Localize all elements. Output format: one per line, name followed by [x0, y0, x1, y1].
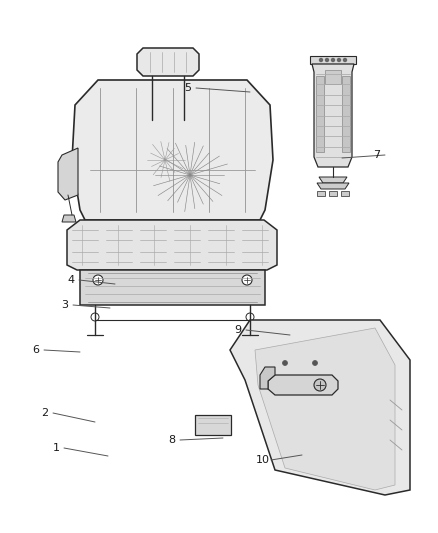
Text: 5: 5 — [184, 83, 191, 93]
Polygon shape — [255, 328, 395, 490]
Circle shape — [338, 59, 340, 61]
Bar — [80, 270, 265, 305]
Bar — [317, 191, 325, 196]
Polygon shape — [342, 76, 350, 152]
Polygon shape — [317, 183, 349, 189]
Text: 3: 3 — [61, 300, 68, 310]
Polygon shape — [62, 215, 76, 222]
Text: 9: 9 — [234, 325, 242, 335]
Bar — [329, 191, 337, 196]
Text: 2: 2 — [42, 408, 49, 418]
Polygon shape — [58, 148, 78, 200]
Polygon shape — [325, 70, 341, 84]
FancyBboxPatch shape — [195, 415, 231, 435]
Text: 6: 6 — [32, 345, 39, 355]
Text: 10: 10 — [256, 455, 270, 465]
Circle shape — [93, 275, 103, 285]
Text: 7: 7 — [374, 150, 381, 160]
Circle shape — [312, 360, 318, 366]
Circle shape — [325, 59, 328, 61]
Polygon shape — [67, 220, 277, 270]
Bar — [341, 191, 349, 196]
Circle shape — [246, 313, 254, 321]
Circle shape — [343, 59, 346, 61]
Polygon shape — [312, 64, 354, 167]
Polygon shape — [319, 177, 347, 183]
Text: 4: 4 — [67, 275, 74, 285]
Polygon shape — [310, 56, 356, 64]
Polygon shape — [230, 320, 410, 495]
Text: 1: 1 — [53, 443, 60, 453]
Circle shape — [242, 275, 252, 285]
Polygon shape — [316, 76, 324, 152]
Circle shape — [319, 59, 322, 61]
Polygon shape — [260, 367, 275, 389]
Polygon shape — [137, 48, 199, 76]
Circle shape — [332, 59, 335, 61]
Circle shape — [314, 379, 326, 391]
Circle shape — [283, 360, 287, 366]
Circle shape — [91, 313, 99, 321]
Polygon shape — [268, 375, 338, 395]
Polygon shape — [72, 80, 273, 220]
Text: 8: 8 — [169, 435, 176, 445]
